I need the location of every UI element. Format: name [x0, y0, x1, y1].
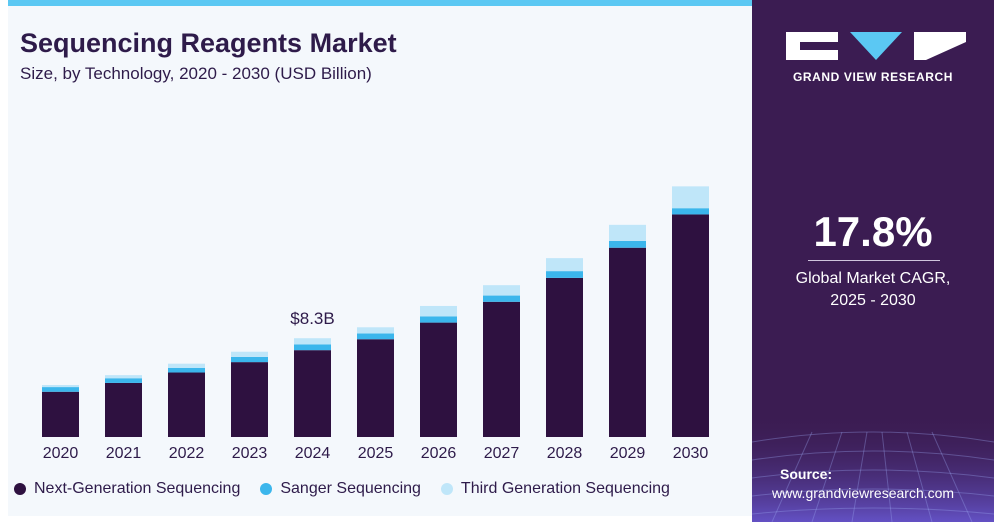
chart-title: Sequencing Reagents Market [20, 28, 397, 58]
bar-2020-ngs [42, 391, 79, 437]
bar-2027-sanger [483, 295, 520, 302]
legend-swatch-third [440, 483, 453, 495]
bar-2024-third [294, 338, 331, 345]
cagr-divider [808, 260, 940, 261]
bar-2025-third [357, 327, 394, 334]
grand-view-research-logo [786, 32, 966, 60]
legend-swatch-sanger [260, 483, 273, 495]
x-tick-label-2023: 2023 [232, 445, 268, 462]
bar-2025-sanger [357, 333, 394, 340]
bar-2027-ngs [483, 301, 520, 437]
x-tick-label-2030: 2030 [673, 445, 709, 462]
bar-2029-sanger [609, 240, 646, 248]
bar-2030-ngs [672, 214, 709, 437]
bar-2021-third [105, 375, 142, 379]
bar-2030-sanger [672, 208, 709, 215]
bar-2023-sanger [231, 356, 268, 363]
legend-swatch-ngs [14, 483, 26, 495]
bar-2025-ngs [357, 339, 394, 437]
legend-item-ngs: Next-Generation Sequencing [14, 480, 240, 498]
x-tick-label-2026: 2026 [421, 445, 457, 462]
legend-item-sanger: Sanger Sequencing [260, 480, 421, 498]
cagr-label: Global Market CAGR, 2025 - 2030 [752, 268, 994, 312]
brand-name: GRAND VIEW RESEARCH [792, 70, 954, 84]
bar-2023-third [231, 351, 268, 357]
legend-item-third: Third Generation Sequencing [440, 480, 670, 498]
x-tick-label-2029: 2029 [610, 445, 646, 462]
chart-subtitle: Size, by Technology, 2020 - 2030 (USD Bi… [20, 64, 372, 83]
bar-2020-third [42, 385, 79, 388]
bar-2024-sanger [294, 344, 331, 351]
bar-2029-third [609, 224, 646, 241]
bar-2028-ngs [546, 277, 583, 437]
bar-2022-third [168, 363, 205, 368]
cagr-label-line1: Global Market CAGR, [795, 270, 951, 287]
x-tick-label-2020: 2020 [43, 445, 79, 462]
x-tick-label-2022: 2022 [169, 445, 205, 462]
legend-label-third: Third Generation Sequencing [460, 480, 670, 497]
top-accent-bar [8, 0, 752, 6]
bar-2026-third [420, 305, 457, 317]
bar-2026-ngs [420, 322, 457, 437]
x-tick-label-2028: 2028 [547, 445, 583, 462]
bar-2024-ngs [294, 350, 331, 437]
x-tick-label-2027: 2027 [484, 445, 520, 462]
data-label-2024: $8.3B [290, 309, 334, 328]
decorative-grid-background [752, 412, 994, 522]
bar-2023-ngs [231, 362, 268, 437]
legend-label-ngs: Next-Generation Sequencing [34, 480, 241, 497]
source-label: Source: [780, 466, 833, 482]
stacked-bar-chart: 2020 2021 2022 2023 2024 $8.3B 2025 2026 2027 202… [42, 186, 709, 462]
bar-2030-third [672, 186, 709, 209]
bar-2022-ngs [168, 372, 205, 437]
bar-2028-sanger [546, 271, 583, 278]
legend-label-sanger: Sanger Sequencing [280, 480, 421, 497]
bar-2021-sanger [105, 378, 142, 383]
bar-2029-ngs [609, 247, 646, 437]
bar-2026-sanger [420, 316, 457, 323]
cagr-value: 17.8% [813, 208, 933, 255]
x-tick-label-2021: 2021 [106, 445, 142, 462]
x-tick-label-2024: 2024 [295, 445, 331, 462]
bar-2027-third [483, 285, 520, 296]
bar-2021-ngs [105, 382, 142, 437]
source-url: www.grandviewresearch.com [772, 485, 955, 501]
sidebar-panel: GRAND VIEW RESEARCH 17.8% Global Market … [752, 0, 994, 522]
legend: Next-Generation Sequencing Sanger Sequen… [14, 480, 690, 498]
x-tick-label-2025: 2025 [358, 445, 394, 462]
cagr-label-line2: 2025 - 2030 [830, 292, 916, 309]
bar-2022-sanger [168, 367, 205, 373]
bar-2028-third [546, 258, 583, 272]
bar-2020-sanger [42, 387, 79, 392]
